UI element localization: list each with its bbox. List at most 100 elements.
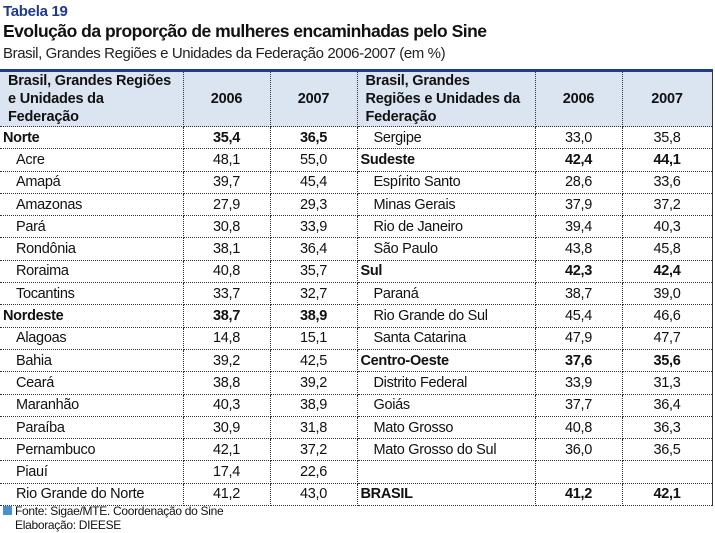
table-row: Roraima 40,8 35,7 Sul 42,3 42,4 [0,260,713,284]
footer: Fonte: Sigae/MTE. Coordenação do Sine El… [3,504,224,532]
value-2007: 15,1 [270,327,358,350]
region-name: BRASIL [357,483,536,507]
footer-elaboration: Elaboração: DIEESE [15,518,121,532]
header-2006: 2006 [535,70,623,127]
value-2007: 42,1 [622,483,713,507]
region-name: Distrito Federal [357,371,536,395]
value-2006: 30,9 [183,416,271,440]
value-2007: 37,2 [270,438,358,462]
region-name: Sergipe [357,126,536,150]
value-2007: 31,3 [622,371,713,395]
table-row: Tocantins 33,7 32,7 Paraná 38,7 39,0 [0,282,713,306]
value-2006: 38,7 [535,282,623,306]
header-name: Brasil, Grandes Regiões e Unidades da Fe… [0,70,184,127]
value-2006: 39,2 [183,349,271,373]
region-name: Nordeste [0,304,184,328]
region-name: Mato Grosso do Sul [357,438,536,462]
value-2006: 37,6 [535,349,623,373]
value-2006: 14,8 [183,327,271,350]
value-2006: 42,1 [183,438,271,462]
region-name [357,460,536,484]
table-row: Amazonas 27,9 29,3 Minas Gerais 37,9 37,2 [0,193,713,217]
region-name: Pernambuco [0,438,184,462]
value-2006: 33,7 [183,282,271,306]
value-2007: 36,3 [622,416,713,440]
value-2006 [535,460,623,484]
table-row: Maranhão 40,3 38,9 Goiás 37,7 36,4 [0,394,713,417]
region-name: Rio Grande do Sul [357,304,536,328]
region-name: Roraima [0,260,184,284]
region-name: Goiás [357,394,536,417]
table-row: Ceará 38,8 39,2 Distrito Federal 33,9 31,3 [0,371,713,395]
region-name: Bahia [0,349,184,373]
value-2006: 42,3 [535,260,623,284]
value-2006: 38,8 [183,371,271,395]
value-2007: 40,3 [622,215,713,239]
table-row: Paraíba 30,9 31,8 Mato Grosso 40,8 36,3 [0,416,713,440]
value-2007: 39,0 [622,282,713,306]
value-2007: 36,5 [270,126,358,150]
value-2006: 45,4 [535,304,623,328]
value-2007: 42,4 [622,260,713,284]
region-name: Minas Gerais [357,193,536,217]
value-2006: 41,2 [183,483,271,507]
region-name: Ceará [0,371,184,395]
table-row: Norte 35,4 36,5 Sergipe 33,0 35,8 [0,126,713,150]
region-name: Centro-Oeste [357,349,536,373]
region-name: Amapá [0,171,184,194]
region-name: Tocantins [0,282,184,306]
region-name: Amazonas [0,193,184,217]
region-name: Acre [0,148,184,172]
value-2007: 33,9 [270,215,358,239]
value-2006: 48,1 [183,148,271,172]
region-name: Alagoas [0,327,184,350]
value-2006: 40,3 [183,394,271,417]
value-2007: 36,4 [270,237,358,261]
data-table: Brasil, Grandes Regiões e Unidades da Fe… [0,69,713,507]
table-row: Pernambuco 42,1 37,2 Mato Grosso do Sul 36,0… [0,438,713,462]
region-name: Rio de Janeiro [357,215,536,239]
table-title: Evolução da proporção de mulheres encami… [3,21,487,41]
region-name: Santa Catarina [357,327,536,350]
value-2006: 33,9 [535,371,623,395]
value-2006: 37,7 [535,394,623,417]
value-2007: 29,3 [270,193,358,217]
header-2007: 2007 [622,70,713,127]
region-name: Sudeste [357,148,536,172]
value-2007: 36,5 [622,438,713,462]
value-2007: 35,7 [270,260,358,284]
value-2007: 33,6 [622,171,713,194]
header-row: Brasil, Grandes Regiões e Unidades da Fe… [0,70,713,127]
value-2006: 43,8 [535,237,623,261]
table-row: Alagoas 14,8 15,1 Santa Catarina 47,9 47,7 [0,327,713,350]
bullet-square-icon [3,506,12,515]
value-2006: 17,4 [183,460,271,484]
header-name: Brasil, Grandes Regiões e Unidades da Fe… [357,70,536,127]
value-2006: 40,8 [183,260,271,284]
value-2007: 39,2 [270,371,358,395]
region-name: Sul [357,260,536,284]
value-2006: 27,9 [183,193,271,217]
value-2007: 38,9 [270,304,358,328]
value-2007: 37,2 [622,193,713,217]
value-2006: 38,7 [183,304,271,328]
value-2007: 47,7 [622,327,713,350]
table-row: Acre 48,1 55,0 Sudeste 42,4 44,1 [0,148,713,172]
value-2006: 30,8 [183,215,271,239]
region-name: Paraíba [0,416,184,440]
value-2007: 46,6 [622,304,713,328]
value-2006: 33,0 [535,126,623,150]
value-2006: 28,6 [535,171,623,194]
table-row: Rondônia 38,1 36,4 São Paulo 43,8 45,8 [0,237,713,261]
table-row: Amapá 39,7 45,4 Espírito Santo 28,6 33,6 [0,171,713,194]
value-2007: 35,8 [622,126,713,150]
region-name: Rondônia [0,237,184,261]
value-2006: 38,1 [183,237,271,261]
value-2006: 42,4 [535,148,623,172]
value-2007: 22,6 [270,460,358,484]
value-2006: 40,8 [535,416,623,440]
region-name: Piauí [0,460,184,484]
region-name: Espírito Santo [357,171,536,194]
value-2006: 35,4 [183,126,271,150]
value-2007: 32,7 [270,282,358,306]
